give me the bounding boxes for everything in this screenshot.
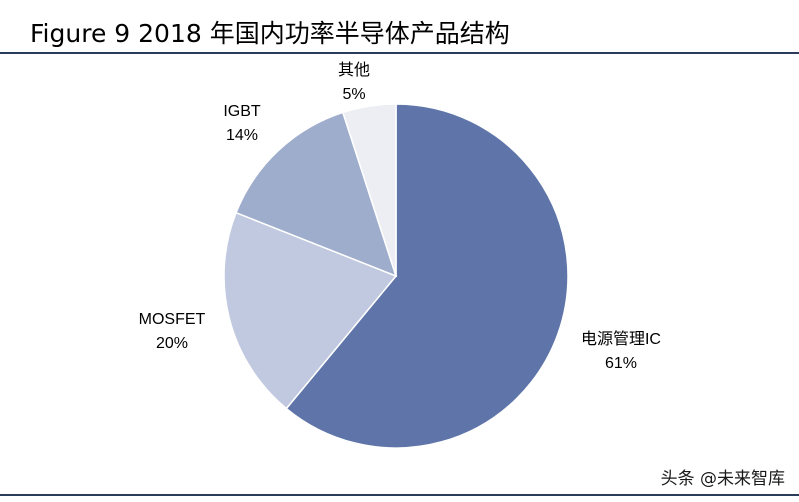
slice-label-1: MOSFET (139, 311, 206, 328)
slice-value-0: 61% (605, 355, 637, 372)
title-divider (0, 52, 799, 54)
chart-title: Figure 9 2018 年国内功率半导体产品结构 (30, 19, 510, 48)
slice-value-2: 14% (226, 127, 258, 144)
pie-slice-3 (341, 103, 397, 277)
watermark: 头条 @未来智库 (660, 469, 785, 489)
pie-slice-1 (223, 211, 398, 410)
slice-value-3: 5% (342, 86, 365, 103)
pie-slices (223, 103, 569, 449)
slice-label-0: 电源管理IC (581, 330, 661, 348)
slice-label-3: 其他 (338, 61, 370, 79)
slice-value-1: 20% (156, 335, 188, 352)
bottom-divider (0, 494, 799, 496)
pie-labels: 电源管理IC 61% MOSFET 20% IGBT 14% 其他 5% (139, 61, 661, 372)
pie-slice-0 (285, 103, 569, 449)
slice-label-2: IGBT (223, 103, 261, 120)
